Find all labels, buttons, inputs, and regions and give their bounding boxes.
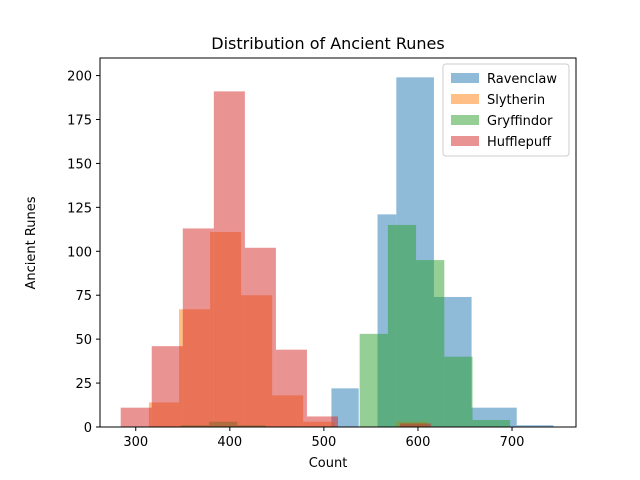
bar-gryffindor-7 [359, 333, 388, 427]
x-axis-ticks: 300 400 500 600 700 [123, 427, 524, 450]
y-tick-label: 200 [67, 70, 92, 85]
bar-hufflepuff-6 [306, 416, 338, 427]
bar-gryffindor-8 [387, 224, 417, 427]
y-tick-label: 50 [75, 333, 92, 348]
x-tick-label: 300 [123, 435, 148, 450]
legend-swatch-ravenclaw [451, 73, 479, 83]
y-tick-label: 100 [67, 245, 92, 260]
legend-label-gryffindor: Gryffindor [487, 114, 553, 129]
legend-label-ravenclaw: Ravenclaw [487, 72, 557, 87]
x-tick-label: 700 [500, 435, 525, 450]
legend-swatch-gryffindor [451, 115, 479, 125]
y-axis-label: Ancient Runes [24, 196, 39, 289]
bar-gryffindor-10 [444, 356, 473, 427]
y-tick-label: 125 [67, 201, 92, 216]
axes-frame [99, 57, 577, 428]
y-tick-label: 150 [67, 157, 92, 172]
bar-hufflepuff-0 [120, 407, 152, 427]
y-tick-label: 25 [75, 377, 92, 392]
y-axis-ticks: 0 25 50 75 100 125 150 175 200 [67, 70, 100, 436]
bar-ravenclaw-6 [516, 425, 554, 427]
legend-box [442, 63, 570, 157]
x-axis-label: Count [309, 456, 348, 471]
y-tick-label: 0 [84, 421, 92, 436]
bar-hufflepuff-9 [400, 423, 432, 427]
legend-swatch-slytherin [451, 94, 479, 104]
bar-gryffindor-11 [472, 419, 511, 427]
bar-hufflepuff-4 [244, 247, 276, 427]
x-tick-label: 500 [311, 435, 336, 450]
y-tick-label: 75 [75, 289, 92, 304]
legend-label-slytherin: Slytherin [487, 93, 545, 108]
chart-title: Distribution of Ancient Runes [211, 34, 444, 53]
bar-hufflepuff-1 [151, 346, 183, 427]
bar-gryffindor-9 [416, 260, 445, 427]
x-tick-label: 600 [406, 435, 431, 450]
legend: Ravenclaw Slytherin Gryffindor Hufflepuff [442, 63, 570, 157]
legend-label-hufflepuff: Hufflepuff [487, 135, 552, 150]
bar-hufflepuff-2 [182, 228, 214, 427]
x-tick-label: 400 [217, 435, 242, 450]
bar-hufflepuff-5 [275, 349, 307, 427]
bars-layer [120, 77, 554, 427]
bar-hufflepuff-3 [213, 91, 245, 427]
y-tick-label: 175 [67, 114, 92, 129]
legend-swatch-hufflepuff [451, 136, 479, 146]
